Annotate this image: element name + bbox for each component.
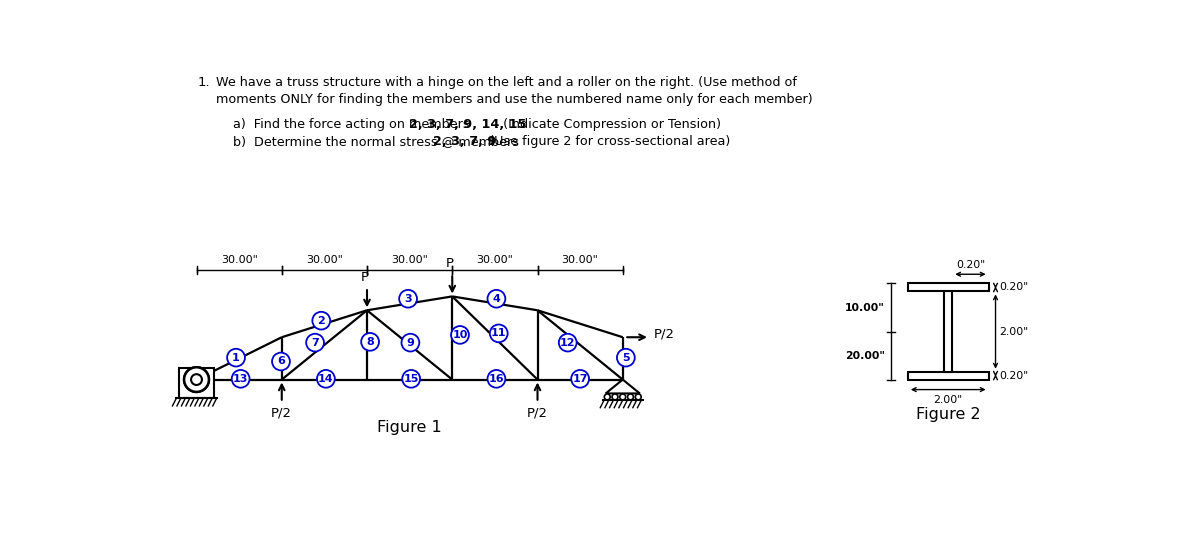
Text: 8: 8 <box>366 337 374 347</box>
Text: 1: 1 <box>232 353 240 363</box>
Bar <box>908 372 989 379</box>
Text: 2, 3, 7, 9, 14, 15: 2, 3, 7, 9, 14, 15 <box>409 118 527 131</box>
Text: 5: 5 <box>622 353 630 363</box>
Bar <box>180 368 214 398</box>
Text: Figure 2: Figure 2 <box>916 407 980 422</box>
Text: P: P <box>446 257 454 270</box>
Text: . (Use figure 2 for cross-sectional area): . (Use figure 2 for cross-sectional area… <box>481 134 730 148</box>
Circle shape <box>402 370 420 388</box>
Text: Figure 1: Figure 1 <box>377 420 442 435</box>
Circle shape <box>617 349 635 367</box>
Text: 2: 2 <box>317 316 325 326</box>
Text: We have a truss structure with a hinge on the left and a roller on the right. (U: We have a truss structure with a hinge o… <box>216 76 797 89</box>
Text: . (Indicate Compression or Tension): . (Indicate Compression or Tension) <box>496 118 721 131</box>
Circle shape <box>272 353 290 371</box>
Text: 2.00": 2.00" <box>1000 326 1028 336</box>
Text: 30.00": 30.00" <box>306 255 343 265</box>
Text: 10.00": 10.00" <box>845 302 884 312</box>
Text: P/2: P/2 <box>271 407 293 420</box>
Text: 2, 3, 7, 9: 2, 3, 7, 9 <box>433 134 497 148</box>
Text: 30.00": 30.00" <box>391 255 428 265</box>
Circle shape <box>628 394 634 400</box>
Text: 30.00": 30.00" <box>562 255 599 265</box>
Circle shape <box>559 334 577 352</box>
Circle shape <box>232 370 250 388</box>
Text: 4: 4 <box>492 294 500 304</box>
Text: b)  Determine the normal stress @ members: b) Determine the normal stress @ members <box>233 134 523 148</box>
Circle shape <box>191 374 202 385</box>
Text: 7: 7 <box>311 338 319 348</box>
Circle shape <box>400 290 416 307</box>
Circle shape <box>402 334 419 352</box>
Circle shape <box>635 394 641 400</box>
Text: 6: 6 <box>277 357 284 367</box>
Circle shape <box>191 374 202 385</box>
Text: 0.20": 0.20" <box>956 261 985 271</box>
Circle shape <box>612 394 618 400</box>
Text: 0.20": 0.20" <box>1000 282 1028 292</box>
Text: 20.00": 20.00" <box>845 350 884 360</box>
Text: P/2: P/2 <box>654 328 674 340</box>
Circle shape <box>490 325 508 342</box>
Circle shape <box>227 349 245 367</box>
Circle shape <box>451 326 469 344</box>
Text: moments ONLY for finding the members and use the numbered name only for each mem: moments ONLY for finding the members and… <box>216 93 812 106</box>
Text: 10: 10 <box>452 330 468 340</box>
Text: 14: 14 <box>318 374 334 384</box>
Text: 1.: 1. <box>198 76 211 89</box>
Text: a)  Find the force acting on members: a) Find the force acting on members <box>233 118 474 131</box>
Circle shape <box>306 334 324 352</box>
Circle shape <box>184 367 209 392</box>
Text: P: P <box>361 271 368 284</box>
Circle shape <box>571 370 589 388</box>
Text: 13: 13 <box>233 374 248 384</box>
Circle shape <box>317 370 335 388</box>
Circle shape <box>312 312 330 330</box>
Text: 16: 16 <box>488 374 504 384</box>
Circle shape <box>184 367 209 392</box>
Text: 12: 12 <box>560 338 576 348</box>
Text: 15: 15 <box>403 374 419 384</box>
Text: 9: 9 <box>407 338 414 348</box>
Text: 0.20": 0.20" <box>1000 371 1028 381</box>
Text: 2.00": 2.00" <box>934 395 962 405</box>
Circle shape <box>487 370 505 388</box>
Text: 30.00": 30.00" <box>221 255 258 265</box>
Text: 30.00": 30.00" <box>476 255 514 265</box>
Text: 17: 17 <box>572 374 588 384</box>
Text: 3: 3 <box>404 294 412 304</box>
Bar <box>944 291 953 372</box>
Text: 11: 11 <box>491 328 506 338</box>
Bar <box>908 283 989 291</box>
Circle shape <box>605 394 610 400</box>
Text: P/2: P/2 <box>527 407 548 420</box>
Circle shape <box>361 333 379 351</box>
Circle shape <box>487 290 505 307</box>
Circle shape <box>620 394 625 400</box>
